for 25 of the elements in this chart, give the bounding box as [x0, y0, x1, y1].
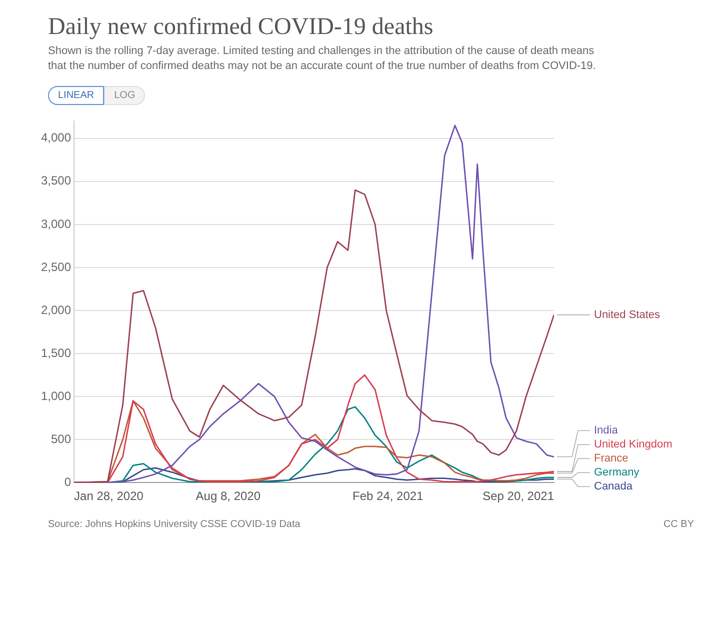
- text: Canada: [594, 480, 634, 493]
- x-tick-label: Feb 24, 2021: [352, 489, 424, 504]
- chart-subtitle: Shown is the rolling 7-day average. Limited testing and challenges in the attribution of the cause of death means that the number of confirmed deaths may not be an accurate count of the true number of deaths from COVID-19.: [48, 44, 597, 74]
- text: CC BY: [663, 519, 694, 530]
- text: LOG: [104, 86, 146, 105]
- text: United Kingdom: [594, 438, 672, 451]
- y-tick-label: 1,500: [41, 346, 72, 360]
- x-tick-label: Sep 20, 2021: [482, 489, 554, 504]
- y-tick-label: 2,000: [41, 302, 72, 317]
- y-tick-label: 3,000: [41, 216, 72, 231]
- y-tick-label: 1,000: [41, 388, 72, 403]
- text: France: [594, 452, 628, 465]
- text: United States: [594, 308, 661, 321]
- y-tick-label: 3,500: [41, 174, 72, 188]
- chart-title: Daily new confirmed COVID-19 deaths: [48, 14, 434, 41]
- y-tick-label: 4,000: [41, 130, 72, 145]
- source-note: Source: Johns Hopkins University CSSE COVID-19 Data: [48, 519, 300, 530]
- text: LINEAR: [48, 86, 104, 105]
- y-tick-label: 0: [64, 474, 72, 489]
- x-tick-label: Aug 8, 2020: [196, 489, 261, 504]
- text: India: [594, 424, 619, 437]
- x-tick-label: Jan 28, 2020: [74, 489, 144, 504]
- y-tick-label: 500: [51, 432, 72, 446]
- text: Germany: [594, 466, 640, 479]
- y-tick-label: 2,500: [41, 260, 72, 274]
